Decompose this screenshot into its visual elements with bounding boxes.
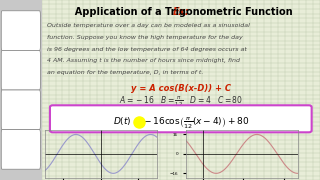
Text: Application of a Trigonometric Function: Application of a Trigonometric Function — [68, 7, 293, 17]
Text: y = A cos(B(x-D)) + C: y = A cos(B(x-D)) + C — [131, 84, 231, 93]
Text: function. Suppose you know the high temperature for the day: function. Suppose you know the high temp… — [47, 35, 243, 40]
FancyBboxPatch shape — [1, 11, 40, 50]
Text: is 96 degrees and the low temperature of 64 degrees occurs at: is 96 degrees and the low temperature of… — [47, 47, 247, 52]
Text: $D(t) = -16\cos\!\left(\frac{\pi}{12}(x-4)\right)+80$: $D(t) = -16\cos\!\left(\frac{\pi}{12}(x-… — [113, 116, 249, 131]
Text: an equation for the temperature, D, in terms of t.: an equation for the temperature, D, in t… — [47, 70, 204, 75]
Text: 4 AM. Assuming t is the number of hours since midnight, find: 4 AM. Assuming t is the number of hours … — [47, 58, 240, 64]
Text: $A=-16$   $B=\frac{\pi}{12}$   $D=4$   $C=80$: $A=-16$ $B=\frac{\pi}{12}$ $D=4$ $C=80$ — [119, 94, 243, 109]
FancyBboxPatch shape — [1, 90, 40, 130]
Text: Ex:: Ex: — [172, 7, 189, 17]
FancyBboxPatch shape — [1, 50, 40, 90]
Text: Outside temperature over a day can be modeled as a sinusoidal: Outside temperature over a day can be mo… — [47, 23, 250, 28]
FancyBboxPatch shape — [1, 130, 40, 169]
FancyBboxPatch shape — [50, 105, 312, 132]
